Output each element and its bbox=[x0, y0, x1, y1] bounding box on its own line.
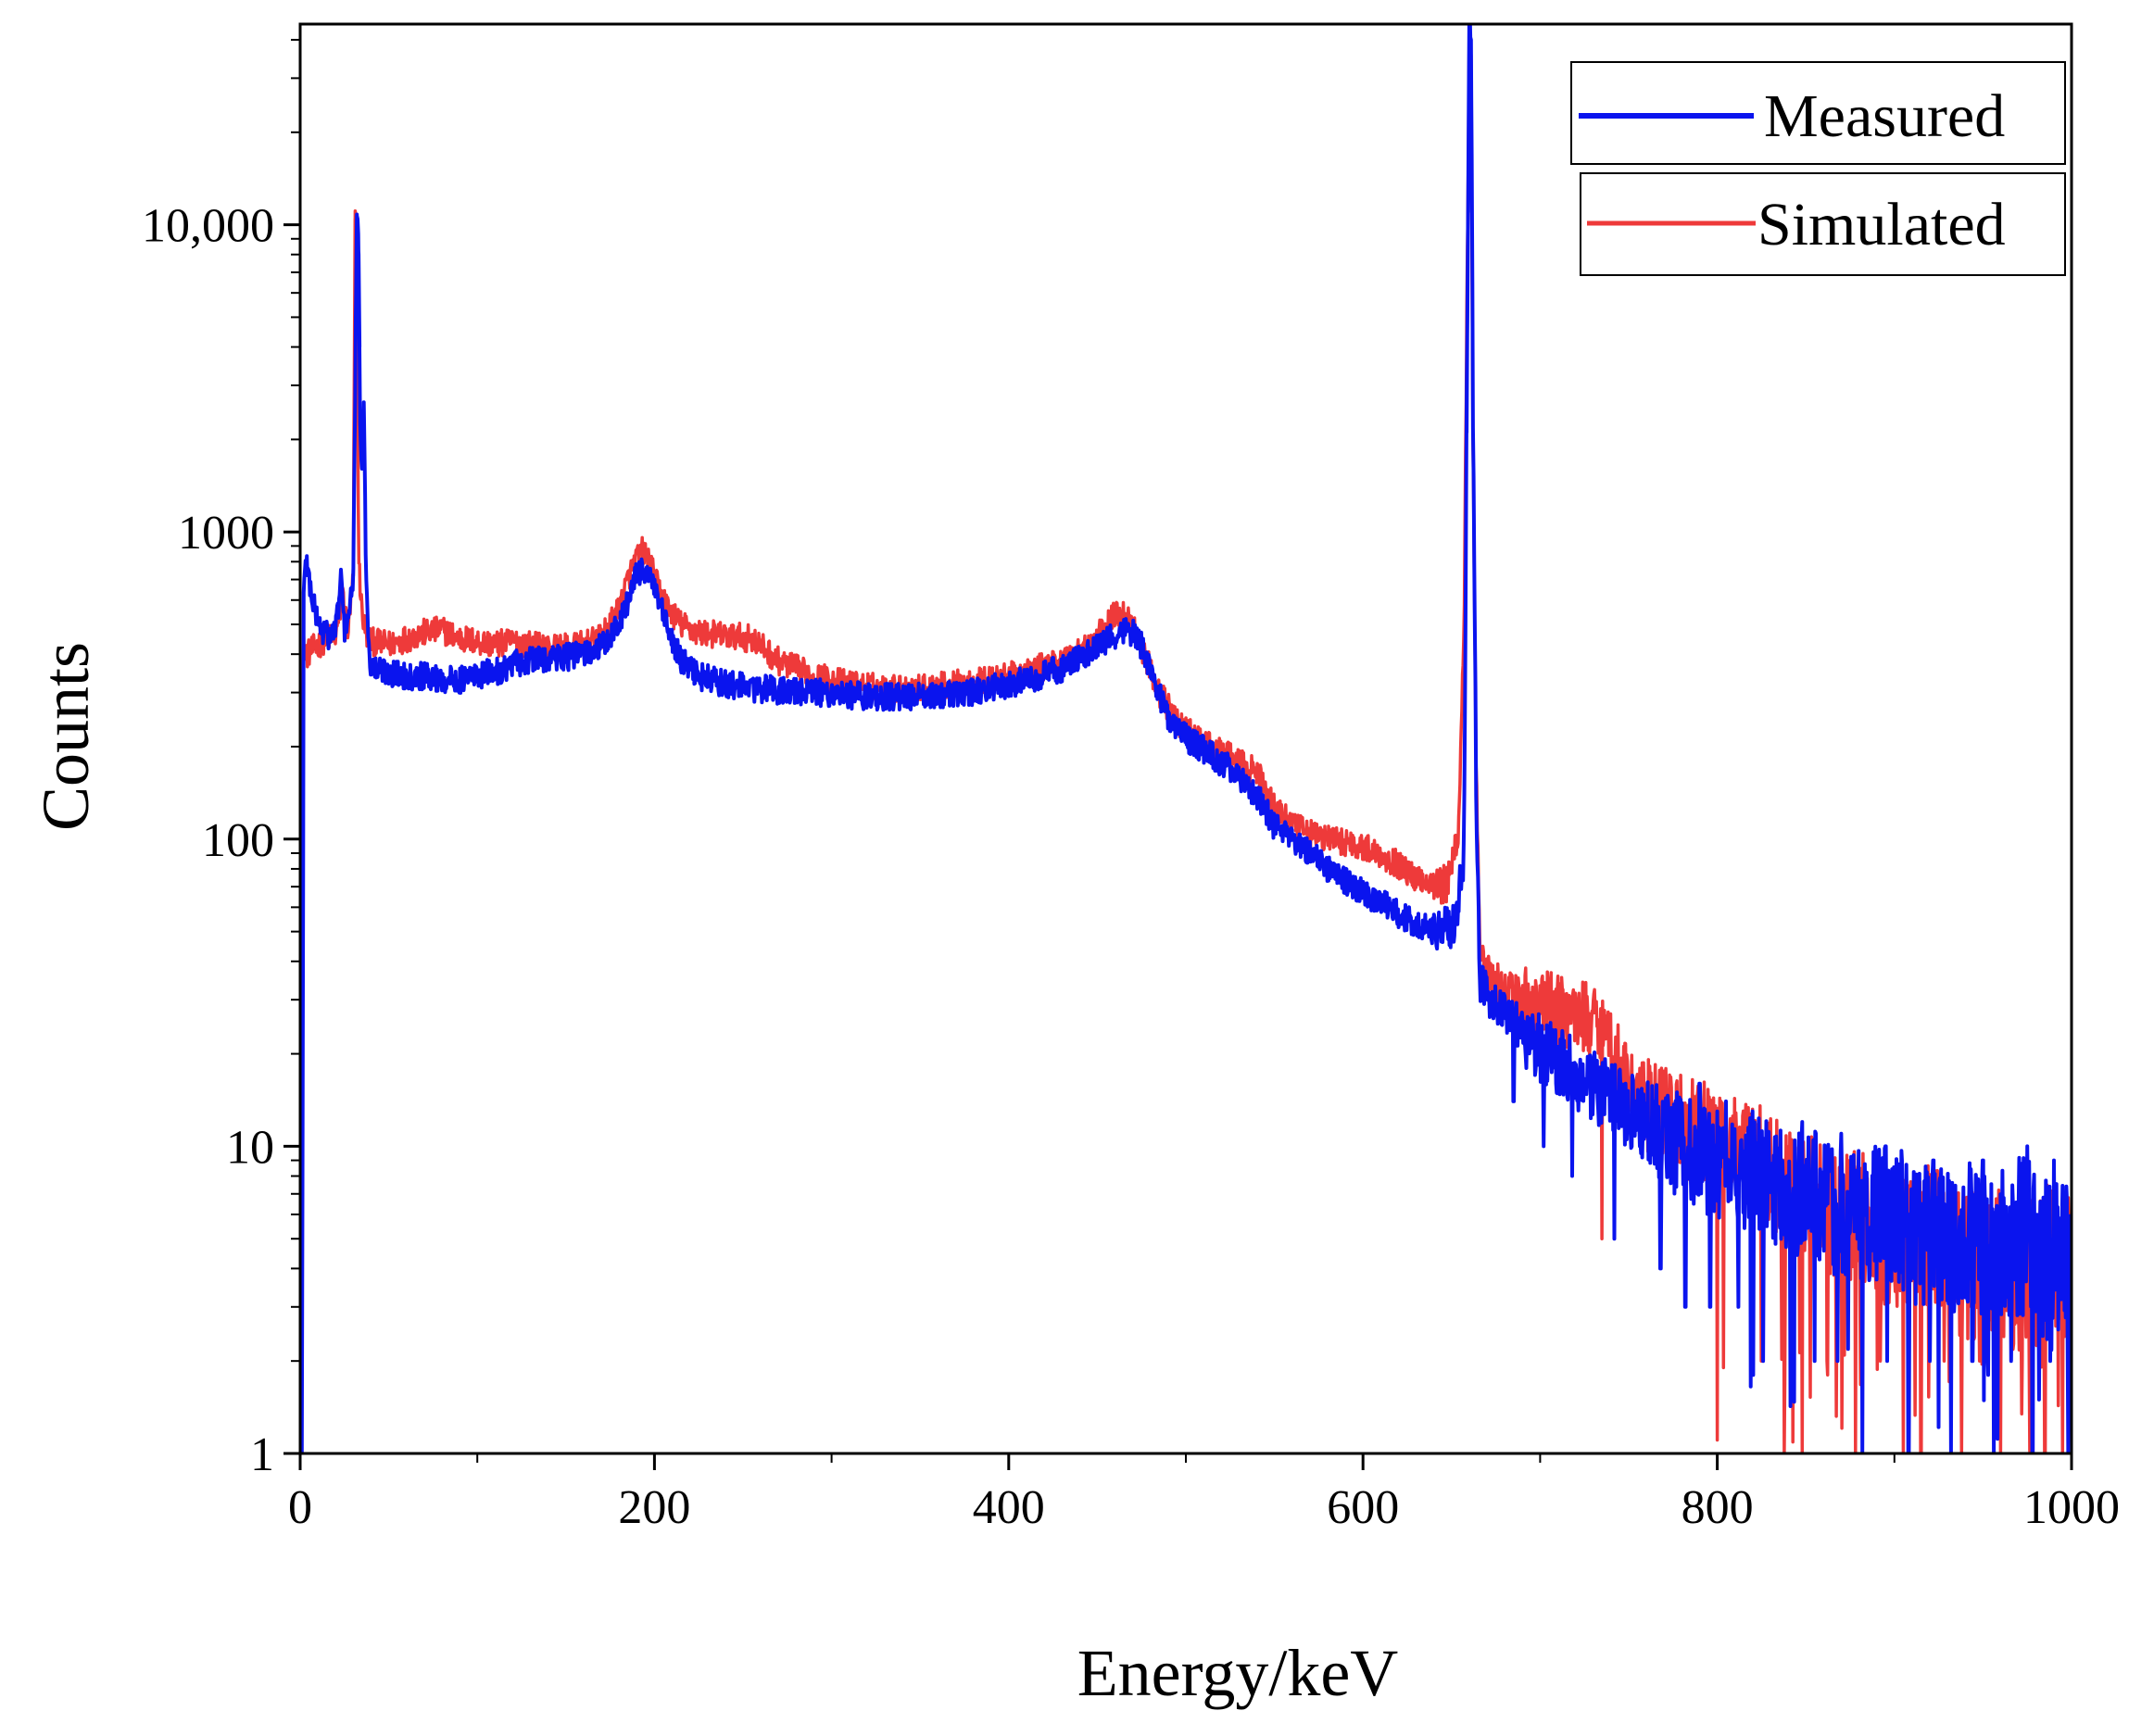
y-tick-label: 1000 bbox=[178, 507, 274, 560]
y-tick-label: 100 bbox=[202, 814, 274, 867]
y-tick-label: 10,000 bbox=[142, 200, 274, 253]
y-axis-title: Counts bbox=[29, 642, 103, 831]
legend-label-simulated: Simulated bbox=[1757, 191, 2006, 258]
legend-entry-simulated: Simulated bbox=[1580, 172, 2066, 276]
x-axis-title: Energy/keV bbox=[1077, 1636, 1399, 1710]
x-tick-label: 400 bbox=[973, 1481, 1045, 1534]
x-tick-label: 800 bbox=[1682, 1481, 1754, 1534]
x-axis-ticks: 0 200 400 600 800 1000 bbox=[288, 1453, 2120, 1534]
x-tick-label: 1000 bbox=[2023, 1481, 2120, 1534]
x-tick-label: 600 bbox=[1327, 1481, 1399, 1534]
legend-label-measured: Measured bbox=[1764, 82, 2005, 150]
y-axis-ticks: 1 10 100 1000 10,000 bbox=[142, 38, 300, 1481]
series-line-measured bbox=[300, 24, 2072, 1453]
legend-entry-measured: Measured bbox=[1570, 61, 2066, 165]
x-tick-label: 0 bbox=[288, 1481, 312, 1534]
series-layer bbox=[300, 24, 2072, 1453]
y-tick-label: 1 bbox=[250, 1428, 274, 1481]
y-tick-label: 10 bbox=[226, 1121, 274, 1174]
x-tick-label: 200 bbox=[618, 1481, 690, 1534]
legend: Measured Simulated bbox=[1570, 61, 2066, 276]
